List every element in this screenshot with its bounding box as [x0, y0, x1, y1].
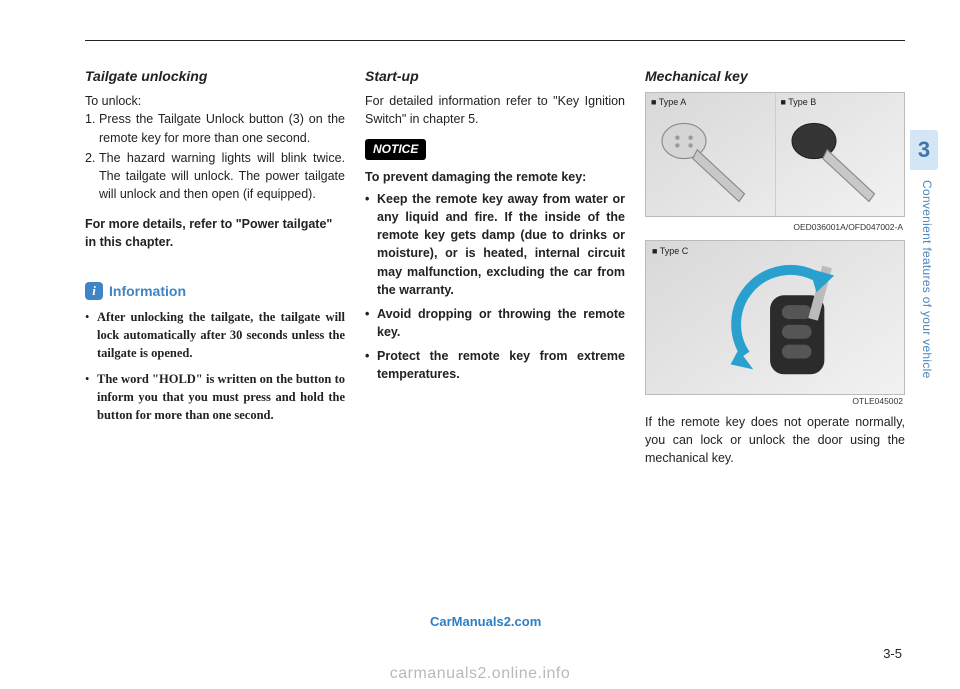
figure-type-a: ■ Type A — [646, 93, 776, 216]
top-rule — [85, 40, 905, 41]
list-text: Keep the remote key away from water or a… — [377, 190, 625, 299]
list-text: The word "HOLD" is written on the button… — [97, 370, 345, 424]
column-1: Tailgate unlocking To unlock: 1. Press t… — [85, 66, 345, 467]
chapter-tab: 3 — [910, 130, 938, 170]
figure-key-c: ■ Type C — [645, 240, 905, 395]
col3-body: If the remote key does not operate norma… — [645, 413, 905, 467]
list-text: Protect the remote key from extreme temp… — [377, 347, 625, 383]
column-2: Start-up For detailed information refer … — [365, 66, 625, 467]
detail-reference: For more details, refer to "Power tailga… — [85, 215, 345, 251]
list-item: • Protect the remote key from extreme te… — [365, 347, 625, 383]
figure-keys-ab: ■ Type A ■ Type B — [645, 92, 905, 217]
list-item: • After unlocking the tailgate, the tail… — [85, 308, 345, 362]
key-c-icon — [646, 241, 904, 394]
key-a-icon — [651, 108, 761, 216]
col2-intro: For detailed information refer to "Key I… — [365, 92, 625, 128]
list-item: • The word "HOLD" is written on the butt… — [85, 370, 345, 424]
notice-badge: NOTICE — [365, 139, 426, 160]
info-title: Information — [109, 281, 186, 301]
content-columns: Tailgate unlocking To unlock: 1. Press t… — [85, 66, 905, 467]
key-b-icon — [781, 108, 891, 216]
col1-heading: Tailgate unlocking — [85, 66, 345, 86]
info-list: • After unlocking the tailgate, the tail… — [85, 308, 345, 425]
col3-heading: Mechanical key — [645, 66, 905, 86]
column-3: Mechanical key ■ Type A ■ Type B — [645, 66, 905, 467]
notice-intro: To prevent damaging the remote key: — [365, 168, 625, 186]
list-item: • Avoid dropping or throwing the remote … — [365, 305, 625, 341]
list-text: Avoid dropping or throwing the remote ke… — [377, 305, 625, 341]
watermark-carmanuals-info: carmanuals2.online.info — [390, 665, 571, 683]
page-number: 3-5 — [883, 646, 902, 661]
figure-type-b: ■ Type B — [776, 93, 905, 216]
list-text: After unlocking the tailgate, the tailga… — [97, 308, 345, 362]
page: Tailgate unlocking To unlock: 1. Press t… — [0, 0, 960, 689]
chapter-side-label: Convenient features of your vehicle — [920, 180, 934, 379]
list-item: 1. Press the Tailgate Unlock button (3) … — [85, 110, 345, 146]
info-icon: i — [85, 282, 103, 300]
information-header: i Information — [85, 281, 345, 301]
col2-heading: Start-up — [365, 66, 625, 86]
bullet: • — [365, 190, 377, 299]
bullet: • — [365, 347, 377, 383]
bullet: • — [85, 308, 97, 362]
list-number: 2. — [85, 149, 99, 203]
watermark-carmanuals2: CarManuals2.com — [430, 614, 541, 629]
col1-intro: To unlock: — [85, 92, 345, 110]
list-number: 1. — [85, 110, 99, 146]
bullet: • — [365, 305, 377, 341]
list-text: The hazard warning lights will blink twi… — [99, 149, 345, 203]
bullet: • — [85, 370, 97, 424]
list-item: 2. The hazard warning lights will blink … — [85, 149, 345, 203]
figure-2-code: OTLE045002 — [645, 395, 905, 407]
list-item: • Keep the remote key away from water or… — [365, 190, 625, 299]
list-text: Press the Tailgate Unlock button (3) on … — [99, 110, 345, 146]
notice-body: To prevent damaging the remote key: • Ke… — [365, 168, 625, 383]
figure-1-code: OED036001A/OFD047002-A — [645, 221, 905, 233]
